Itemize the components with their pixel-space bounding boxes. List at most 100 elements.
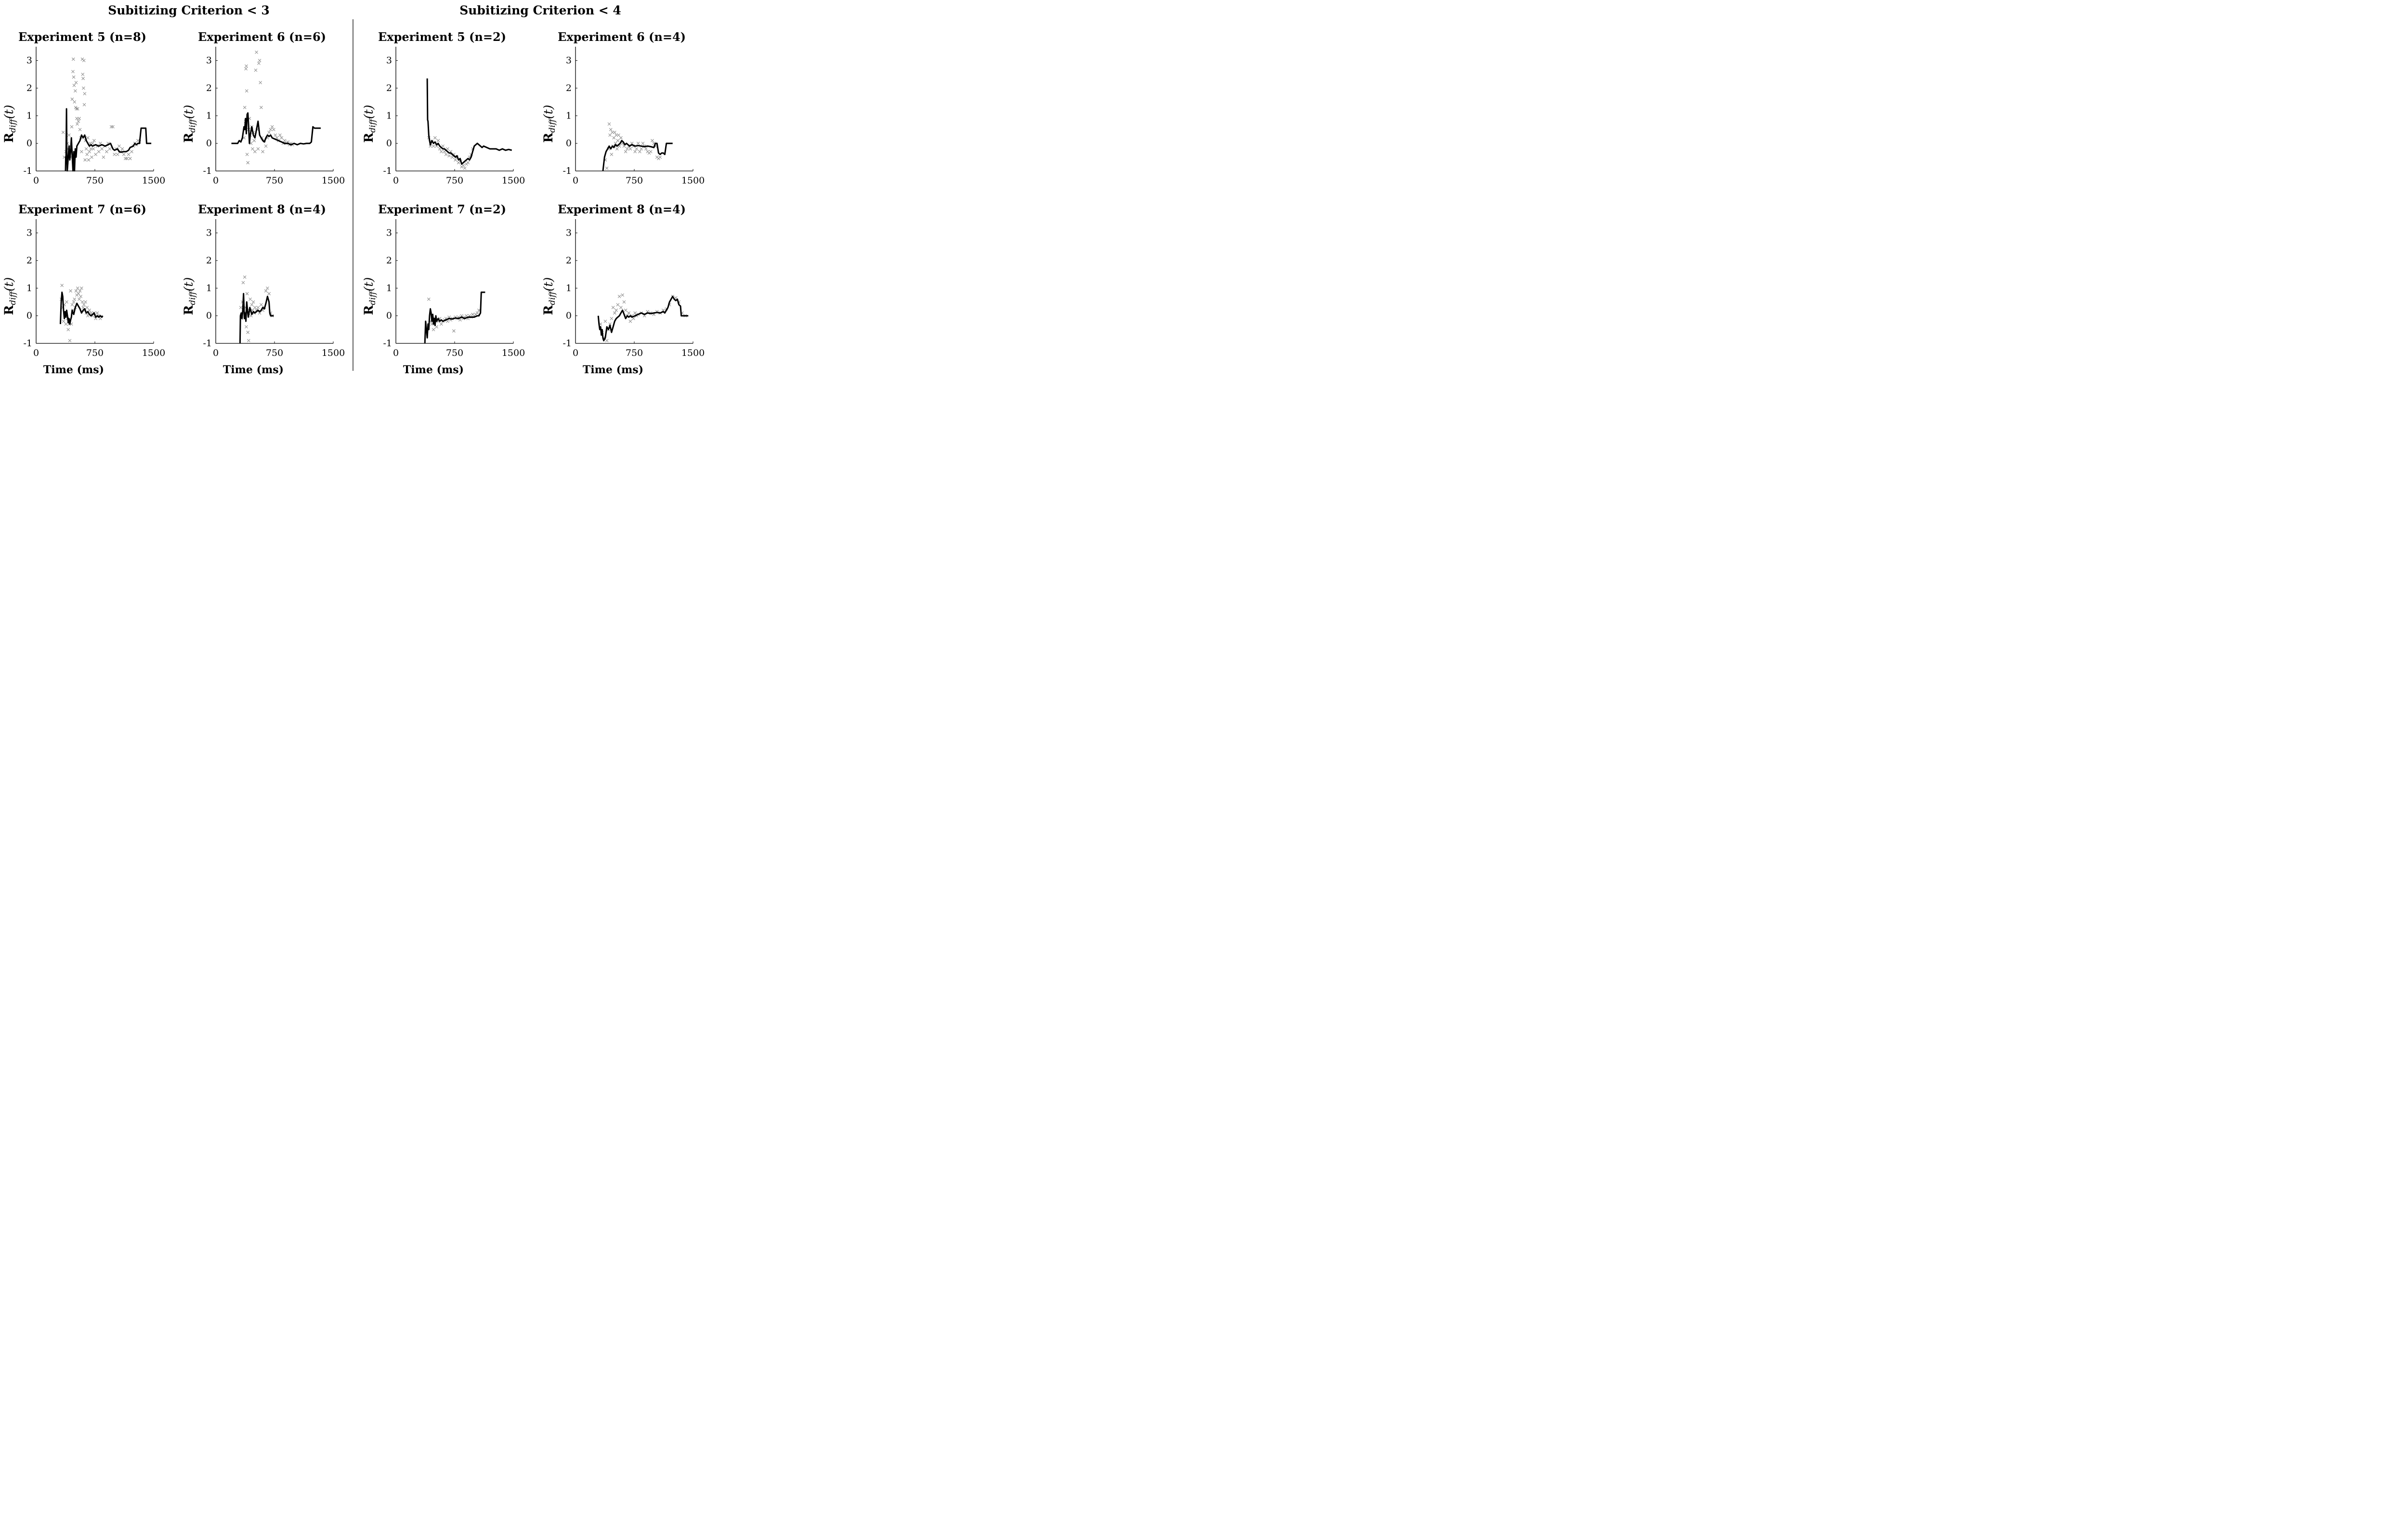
panel-7-y-tick-label: 1 <box>386 283 392 293</box>
panel-8-scatter-point <box>633 311 637 315</box>
panel-8-mean-line <box>597 296 689 341</box>
panel-1-scatter-point <box>113 153 117 156</box>
panel-1-y-tick-label: 0 <box>26 138 32 149</box>
panel-6-scatter-point <box>259 303 263 307</box>
panel-2-scatter-point <box>246 161 250 165</box>
panel-8-scatter-point <box>616 303 620 307</box>
panel-5-scatter-point <box>68 339 72 342</box>
panel-6-x-tick-label: 0 <box>213 348 219 358</box>
panel-1-scatter-point <box>71 57 75 61</box>
panel-3-scatter-point <box>463 166 467 170</box>
panel-6-y-tick-label: 1 <box>206 283 212 293</box>
panel-7-mean-line <box>424 291 485 344</box>
panel-4-scatter-point <box>649 150 653 154</box>
panel-2-scatter-point <box>264 144 268 148</box>
panel-8-scatter-point <box>610 317 614 320</box>
panel-5-scatter-point <box>73 297 77 301</box>
panel-7-scatter-point <box>452 329 456 333</box>
panel-7-title: Experiment 7 (n=2) <box>378 202 506 216</box>
panel-6-scatter-point <box>267 292 271 296</box>
panel-6-scatter-point <box>250 303 254 307</box>
panel-6-scatter-point <box>245 325 248 328</box>
panel-2-scatter-point <box>258 59 262 63</box>
panel-8-y-tick-label: 3 <box>566 228 572 238</box>
panel-8-scatter-point <box>615 308 618 312</box>
panel-7-x-tick-label: 1500 <box>502 348 525 358</box>
panel-5-scatter-point <box>95 311 99 315</box>
panel-1-scatter-point <box>127 153 131 156</box>
panel-1-scatter-point <box>116 153 119 156</box>
panel-5-y-tick-label: 0 <box>26 311 32 321</box>
figure-canvas: Subitizing Criterion < 3 Subitizing Crit… <box>2 3 705 376</box>
panel-4-x-tick-label: 1500 <box>681 175 705 186</box>
panel-8-scatter-point <box>627 311 630 315</box>
group-title-criterion-3: Subitizing Criterion < 3 <box>108 3 270 17</box>
panel-7-scatter-point <box>475 311 479 315</box>
panel-2-y-axis-label: Rdiff(t) <box>182 105 197 143</box>
panel-6-scatter-point <box>245 292 249 296</box>
panel-2-y-tick-label: -1 <box>203 166 212 176</box>
panel-6-y-axis-label: Rdiff(t) <box>182 277 197 315</box>
panel-6-x-tick-label: 750 <box>266 348 283 358</box>
panel-4-scatter-point <box>638 150 641 154</box>
panel-2-scatter-point <box>251 147 254 151</box>
panel-3-scatter-point <box>432 144 435 148</box>
panel-1-scatter-point <box>81 77 85 80</box>
panel-4-scatter-point <box>612 136 616 140</box>
panel-1-scatter-point <box>124 157 127 160</box>
panel-2-y-tick-label: 3 <box>206 55 212 66</box>
panel-2-scatter-point <box>272 128 275 131</box>
panel-4-y-axis-label: Rdiff(t) <box>541 105 557 143</box>
panel-1-scatter-point <box>100 147 104 151</box>
panel-7-y-tick-label: 0 <box>386 311 392 321</box>
panel-6-x-tick-label: 1500 <box>322 348 345 358</box>
panel-4-scatter-point <box>644 147 648 151</box>
panel-8-y-axis-label: Rdiff(t) <box>541 277 557 315</box>
panel-8-scatter-point <box>642 314 646 318</box>
panel-1-scatter-point <box>81 72 85 76</box>
panel-1-y-tick-label: -1 <box>23 166 32 176</box>
panel-1-scatter-point <box>118 144 121 148</box>
panel-3-scatter-point <box>436 139 440 143</box>
panel-7-y-axis-label: Rdiff(t) <box>362 277 378 315</box>
panel-5-scatter-point <box>79 286 83 290</box>
panel-1-scatter-point <box>88 150 92 154</box>
panel-6-y-tick-label: 2 <box>206 255 212 266</box>
panel-3-scatter-point <box>447 154 451 157</box>
panel-4-scatter-point <box>610 153 614 156</box>
panel-1-scatter-point <box>92 147 95 151</box>
panel-7-scatter-point <box>460 314 464 318</box>
panel-1-scatter-point <box>92 139 96 143</box>
panel-4-scatter-point <box>613 131 616 134</box>
panel-2-x-tick-label: 0 <box>213 175 219 186</box>
panel-4-scatter-point <box>611 131 614 134</box>
panel-1-scatter-point <box>97 150 101 154</box>
panel-8-x-tick-label: 1500 <box>681 348 705 358</box>
panel-2-scatter-point <box>243 105 247 109</box>
panel-2-y-tick-label: 0 <box>206 138 212 149</box>
panel-2-title: Experiment 6 (n=6) <box>198 30 326 44</box>
panel-6-plot-area <box>239 275 274 344</box>
panel-4-scatter-point <box>640 147 643 151</box>
panel-6-y-tick-label: -1 <box>203 338 212 349</box>
panel-4-y-tick-label: 2 <box>566 83 572 93</box>
panel-2-scatter-point <box>261 150 264 154</box>
panel-3-scatter-point <box>439 150 443 154</box>
panel-2-x-tick-label: 1500 <box>322 175 345 186</box>
panel-8-scatter-point <box>611 306 615 309</box>
panel-7-x-tick-label: 750 <box>446 348 463 358</box>
panel-1-scatter-point <box>128 157 132 160</box>
panel-3-scatter-point <box>444 153 448 156</box>
panel-8-y-tick-label: 0 <box>566 311 572 321</box>
panel-1-scatter-point <box>83 92 87 95</box>
panel-3-plot-area <box>426 78 512 170</box>
panel-5-plot-area <box>59 284 104 342</box>
panel-8-scatter-point <box>628 319 632 323</box>
panel-1-scatter-point <box>87 158 91 162</box>
panel-2-y-tick-label: 2 <box>206 83 212 93</box>
panel-1-title: Experiment 5 (n=8) <box>18 30 146 44</box>
panel-4-scatter-point <box>614 142 617 145</box>
panel-2-scatter-point <box>255 51 258 54</box>
